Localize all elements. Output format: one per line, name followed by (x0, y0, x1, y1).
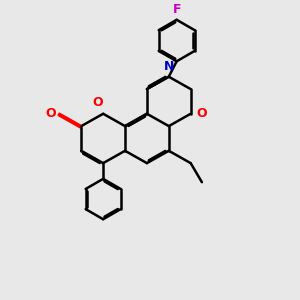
Text: F: F (172, 3, 181, 16)
Text: O: O (45, 107, 56, 120)
Text: O: O (196, 107, 207, 120)
Text: O: O (93, 96, 104, 109)
Text: N: N (164, 59, 174, 73)
